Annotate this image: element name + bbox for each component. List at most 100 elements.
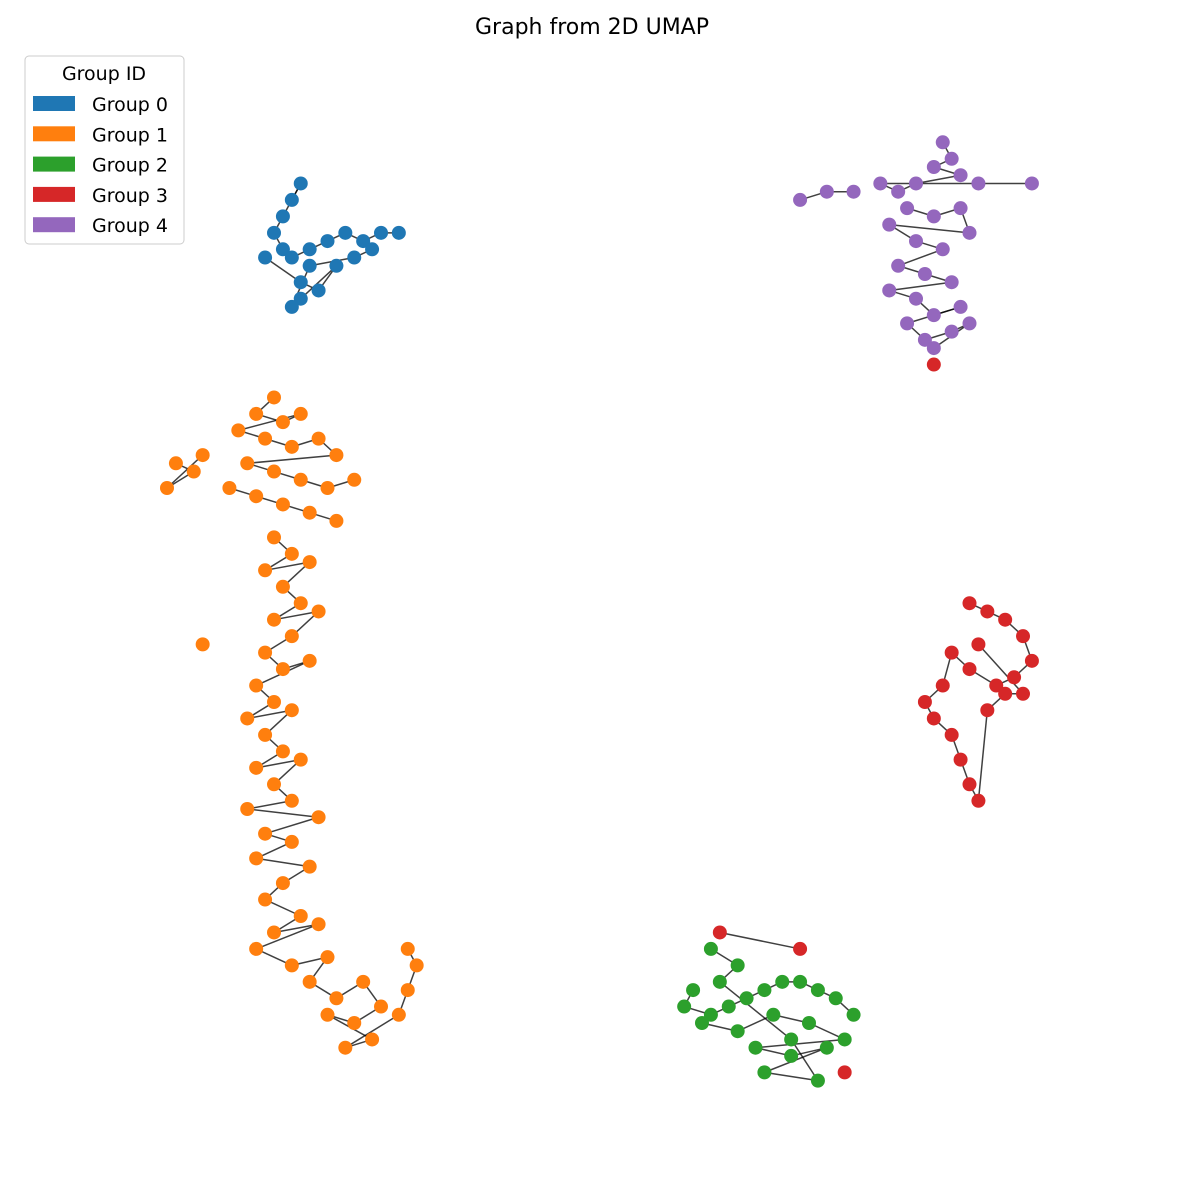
data-point-group-3	[935, 678, 950, 693]
data-point-group-2	[748, 1040, 763, 1055]
data-point-group-1	[267, 925, 281, 940]
data-point-group-3	[837, 1065, 852, 1080]
graph-edge	[256, 758, 301, 769]
data-point-group-2	[712, 974, 727, 989]
data-point-group-3	[1016, 686, 1030, 701]
data-point-group-4	[944, 275, 959, 290]
legend-swatch	[33, 186, 75, 202]
data-point-group-4	[909, 234, 923, 249]
data-point-group-4	[926, 308, 941, 323]
data-point-group-3	[962, 777, 977, 792]
data-point-group-4	[953, 168, 968, 183]
graph-edge	[273, 610, 319, 621]
data-point-group-4	[909, 176, 923, 191]
data-point-group-3	[926, 711, 941, 726]
data-point-group-3	[1007, 670, 1022, 685]
graph-edge	[247, 454, 337, 465]
graph-edge	[247, 800, 292, 810]
data-point-group-4	[944, 324, 959, 339]
data-point-group-1	[258, 431, 273, 446]
data-point-group-2	[775, 974, 790, 989]
legend-label: Group 3	[92, 185, 168, 207]
data-point-group-1	[240, 802, 255, 816]
graph-edge	[238, 413, 301, 432]
data-point-group-1	[365, 1032, 380, 1047]
graph-edge	[264, 816, 319, 835]
data-point-group-2	[686, 983, 701, 998]
data-point-group-1	[195, 448, 210, 463]
graph-edge	[264, 256, 302, 283]
data-point-group-0	[374, 225, 388, 240]
data-point-group-1	[302, 974, 317, 989]
data-point-group-1	[356, 974, 371, 989]
data-point-group-2	[784, 1032, 799, 1047]
data-point-group-1	[249, 406, 264, 421]
data-point-group-4	[935, 242, 950, 257]
graph-edge	[264, 561, 310, 572]
data-points	[160, 135, 1039, 1088]
graph-edge	[300, 265, 337, 300]
legend-label: Group 4	[92, 215, 168, 237]
graph-edge	[897, 248, 944, 267]
data-point-group-1	[267, 464, 281, 479]
graph-edge	[889, 281, 952, 292]
data-point-group-2	[810, 1073, 825, 1088]
data-point-group-0	[391, 225, 406, 240]
data-point-group-1	[400, 941, 415, 956]
data-point-group-1	[320, 950, 335, 965]
data-point-group-4	[891, 258, 906, 273]
data-point-group-1	[311, 604, 326, 619]
data-point-group-4	[882, 217, 897, 232]
data-point-group-4	[891, 184, 906, 199]
data-point-group-1	[160, 481, 174, 495]
legend-label: Group 2	[92, 155, 168, 177]
data-point-group-1	[293, 472, 308, 487]
data-point-group-0	[284, 250, 299, 265]
data-point-group-2	[846, 1007, 861, 1022]
data-point-group-3	[980, 604, 995, 619]
data-point-group-3	[1016, 629, 1030, 644]
data-point-group-1	[240, 456, 255, 471]
data-point-group-4	[926, 341, 941, 356]
graph-edge	[247, 808, 319, 818]
data-point-group-2	[819, 1040, 834, 1055]
data-point-group-1	[320, 481, 335, 495]
data-point-group-1	[293, 909, 308, 923]
data-point-group-1	[275, 497, 290, 512]
data-point-group-1	[284, 546, 299, 561]
data-point-group-2	[739, 991, 754, 1006]
graph-edge	[247, 709, 292, 720]
data-point-group-1	[267, 390, 281, 405]
data-point-group-1	[186, 464, 201, 479]
data-point-group-2	[837, 1032, 852, 1047]
data-point-group-4	[793, 192, 808, 207]
data-point-group-2	[757, 983, 772, 998]
data-point-group-0	[258, 250, 273, 265]
data-point-group-4	[962, 225, 977, 240]
data-point-group-1	[249, 489, 264, 504]
data-point-group-4	[926, 160, 941, 174]
data-point-group-1	[258, 727, 273, 742]
legend-swatch	[33, 96, 75, 111]
data-point-group-1	[329, 448, 344, 463]
data-point-group-4	[909, 291, 923, 306]
data-point-group-2	[828, 991, 843, 1006]
legend-swatch	[33, 217, 75, 233]
data-point-group-1	[400, 983, 415, 998]
data-point-group-1	[275, 579, 290, 594]
data-point-group-1	[311, 917, 326, 932]
data-point-group-1	[311, 810, 326, 825]
data-point-group-1	[284, 958, 299, 973]
legend-swatch	[33, 126, 75, 142]
chart-title: Graph from 2D UMAP	[475, 15, 709, 40]
legend-title: Group ID	[62, 63, 146, 85]
data-point-group-1	[320, 1007, 335, 1022]
data-point-group-2	[766, 1007, 781, 1022]
legend-label: Group 1	[92, 124, 168, 146]
data-point-group-0	[365, 242, 380, 257]
data-point-group-1	[249, 678, 264, 693]
data-point-group-3	[989, 678, 1004, 693]
data-point-group-2	[721, 999, 736, 1014]
data-point-group-4	[944, 151, 959, 166]
